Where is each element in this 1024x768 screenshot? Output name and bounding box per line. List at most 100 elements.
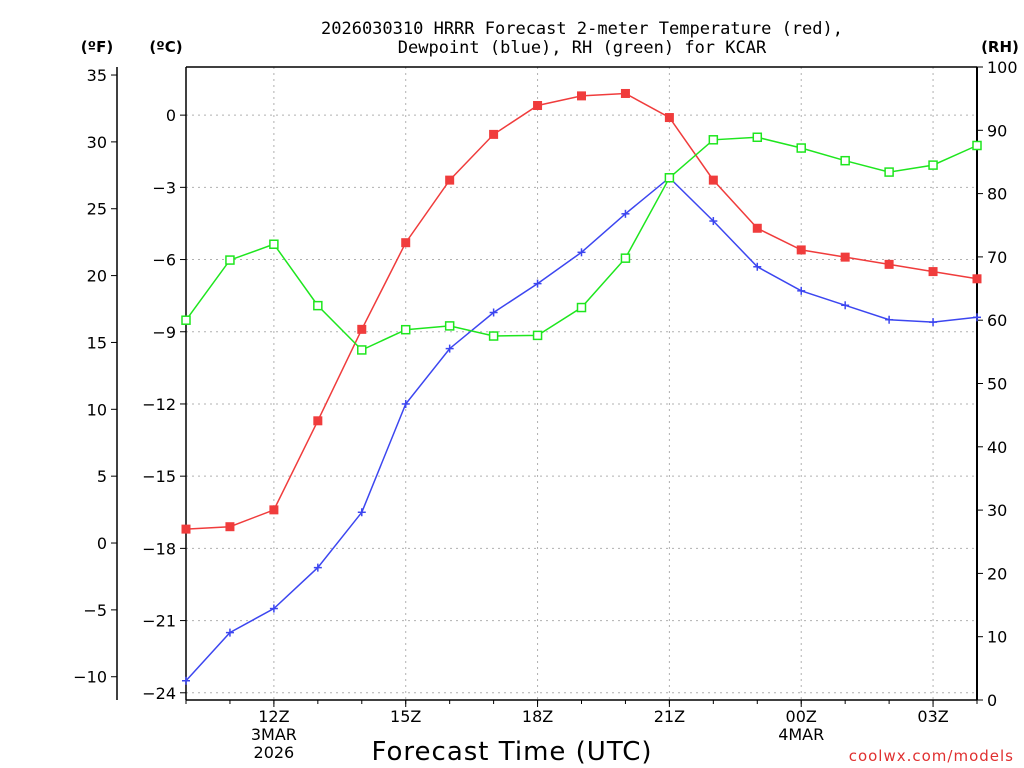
rh-point <box>313 300 323 311</box>
temperature-point <box>752 223 762 233</box>
axes: 0−3−6−9−12−15−18−21−2435302520151050−5−1… <box>73 58 1017 762</box>
x-tick-label: 18Z <box>522 707 553 726</box>
fahrenheit-tick-label: 10 <box>87 400 107 419</box>
dewpoint-point <box>401 399 410 408</box>
rh-point <box>708 135 719 145</box>
rh-tick-label: 30 <box>987 501 1007 520</box>
celsius-tick-label: −3 <box>152 178 176 197</box>
fahrenheit-tick-label: 5 <box>97 467 107 486</box>
rh-tick-label: 10 <box>987 628 1007 647</box>
fahrenheit-tick-label: 0 <box>97 534 107 553</box>
chart-title-line1: 2026030310 HRRR Forecast 2-meter Tempera… <box>321 19 843 39</box>
temperature-point <box>269 505 279 515</box>
celsius-tick-label: −15 <box>142 467 176 486</box>
fahrenheit-tick-label: −10 <box>73 668 107 687</box>
x-axis-title: Forecast Time (UTC) <box>371 737 652 767</box>
rh-point <box>752 132 763 143</box>
rh-point <box>444 321 455 331</box>
temperature-point <box>796 245 806 255</box>
data-series <box>181 88 982 685</box>
x-tick-label: 4MAR <box>778 725 824 744</box>
temperature-point <box>313 416 323 426</box>
x-tick-label: 00Z <box>786 707 817 726</box>
x-tick-label: 21Z <box>654 707 685 726</box>
rh-point <box>400 324 411 335</box>
celsius-tick-label: 0 <box>166 106 176 125</box>
celsius-tick-label: −18 <box>142 539 176 558</box>
rh-point <box>269 239 279 249</box>
rh-tick-label: 50 <box>987 375 1007 394</box>
temperature-point <box>181 524 191 534</box>
fahrenheit-tick-label: 30 <box>87 133 107 152</box>
chart-title-line2: Dewpoint (blue), RH (green) for KCAR <box>398 38 767 58</box>
temperature-point <box>928 267 938 277</box>
rh-tick-label: 0 <box>987 691 997 710</box>
temperature-point <box>972 274 982 284</box>
dewpoint-point <box>973 313 981 322</box>
dewpoint-point <box>225 628 234 637</box>
rh-point <box>357 345 367 355</box>
dewpoint-point <box>489 308 498 317</box>
temperature-point <box>489 129 499 139</box>
dewpoint-point <box>709 217 718 226</box>
rh-point <box>181 315 191 325</box>
rh-point <box>972 140 982 151</box>
rh-point <box>840 155 850 166</box>
x-tick-label: 3MAR <box>251 725 297 744</box>
rh-unit-label: (RH) <box>981 38 1019 56</box>
rh-point <box>884 167 894 177</box>
rh-point <box>620 253 631 263</box>
dewpoint-point <box>445 344 454 353</box>
dewpoint-point <box>885 315 894 324</box>
rh-tick-label: 60 <box>987 311 1007 330</box>
fahrenheit-tick-label: 15 <box>87 333 107 352</box>
temperature-point <box>357 324 367 334</box>
x-tick-label: 2026 <box>254 743 295 762</box>
fahrenheit-tick-label: −5 <box>83 601 107 620</box>
temperature-point <box>708 175 718 185</box>
celsius-tick-label: −12 <box>142 395 176 414</box>
dewpoint-point <box>269 604 278 613</box>
dewpoint-point <box>753 262 762 271</box>
dewpoint-point <box>841 301 850 310</box>
rh-tick-label: 90 <box>987 121 1007 140</box>
rh-tick-label: 100 <box>987 58 1018 77</box>
temperature-point <box>840 252 850 262</box>
fahrenheit-tick-label: 35 <box>87 66 107 85</box>
rh-point <box>488 331 499 341</box>
credit-text: coolwx.com/models <box>849 747 1014 765</box>
celsius-tick-label: −21 <box>142 612 176 631</box>
temperature-point <box>620 88 630 98</box>
rh-line <box>185 136 978 351</box>
temperature-point <box>533 101 543 111</box>
temperature-point <box>884 259 894 269</box>
dewpoint-point <box>357 508 366 517</box>
rh-tick-label: 20 <box>987 564 1007 583</box>
temperature-point <box>577 91 586 101</box>
x-tick-label: 12Z <box>258 707 289 726</box>
rh-tick-label: 70 <box>987 248 1007 267</box>
dewpoint-point <box>929 318 938 327</box>
celsius-unit-label: (ºC) <box>149 38 182 56</box>
rh-tick-label: 80 <box>987 185 1007 204</box>
celsius-tick-label: −6 <box>152 251 176 270</box>
rh-point <box>664 173 675 183</box>
grid-lines <box>186 67 977 700</box>
dewpoint-point <box>533 279 542 288</box>
dewpoint-point <box>577 248 586 257</box>
rh-point <box>796 143 806 153</box>
temperature-point <box>445 175 455 185</box>
dewpoint-point <box>797 286 806 295</box>
temperature-point <box>401 238 411 248</box>
fahrenheit-unit-label: (ºF) <box>81 38 113 56</box>
fahrenheit-tick-label: 20 <box>87 267 107 286</box>
x-tick-label: 03Z <box>917 707 948 726</box>
dewpoint-point <box>313 563 322 572</box>
celsius-tick-label: −24 <box>142 684 176 703</box>
rh-point <box>928 160 938 170</box>
rh-point <box>576 302 587 313</box>
fahrenheit-tick-label: 25 <box>87 200 107 219</box>
temperature-point <box>225 522 235 532</box>
rh-tick-label: 40 <box>987 438 1007 457</box>
